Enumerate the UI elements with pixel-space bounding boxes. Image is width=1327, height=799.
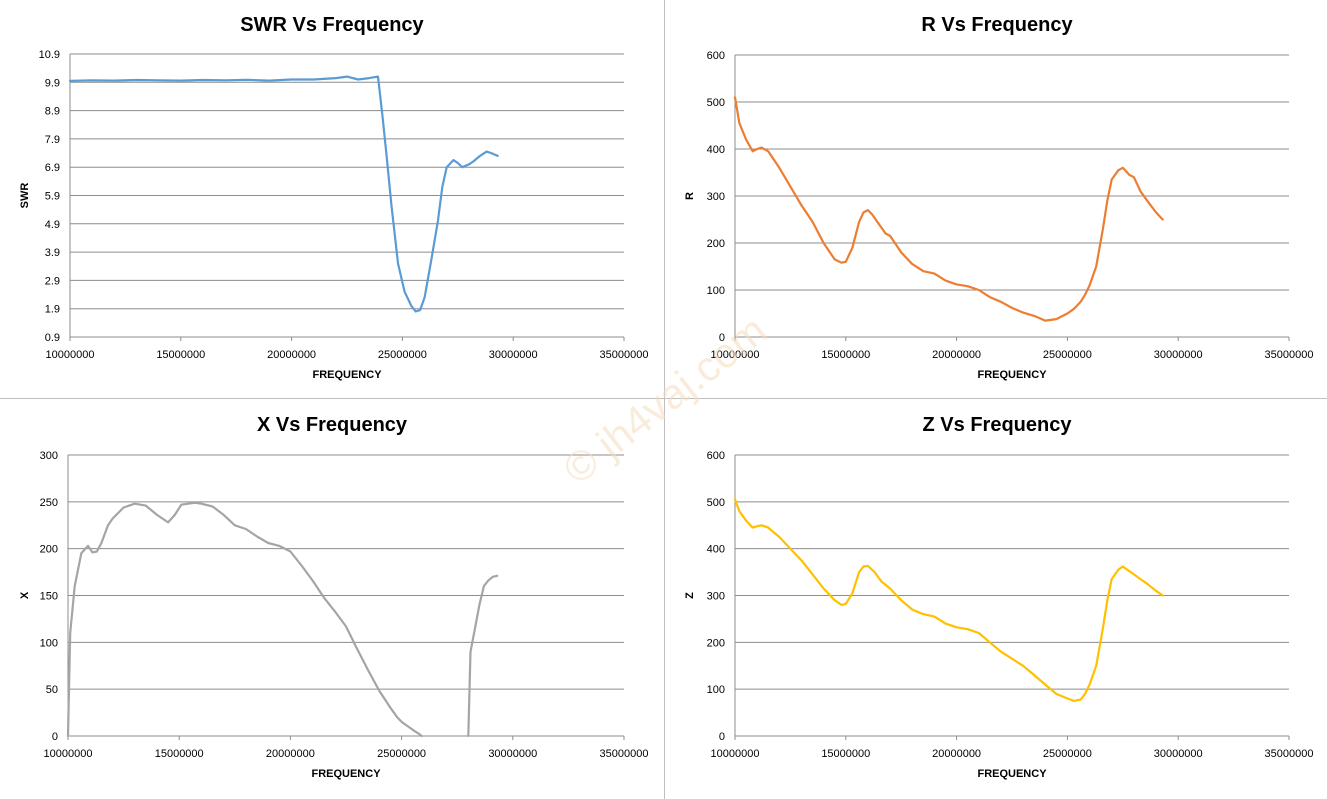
x-chart-y-tick-label: 150 [40,591,58,603]
r-chart-x-tick-label: 10000000 [711,349,760,361]
swr-chart-y-tick-label: 9.9 [45,77,60,89]
r-chart-x-axis-label: FREQUENCY [977,369,1047,381]
x-chart-series-line-2 [467,574,499,738]
swr-chart-y-tick-label: 0.9 [45,332,60,344]
x-chart: X Vs Frequency 0 50 100 150 200 250 300 10000000… [19,414,649,780]
swr-chart-y-tick-label: 1.9 [45,304,60,316]
z-chart-y-tick-label: 500 [707,497,725,509]
r-chart-x-tick-label: 30000000 [1154,349,1203,361]
r-chart-y-tick-label: 200 [707,238,725,250]
swr-chart-x-tick-label: 25000000 [378,349,427,361]
r-chart-y-axis-label: R [684,192,696,200]
x-chart-title: X Vs Frequency [257,414,408,436]
x-chart-y-tick-label: 0 [52,731,58,743]
z-chart-x-tick-label: 10000000 [711,748,760,760]
x-chart-y-tick-label: 200 [40,544,58,556]
swr-chart-panel: SWR Vs Frequency 0.9 1.9 2.9 3.9 4.9 5.9 6.9 7.9… [0,0,663,399]
swr-chart-y-axis-label: SWR [19,183,31,209]
z-chart-series-line-1 [733,498,1164,702]
swr-chart-y-tick-label: 2.9 [45,275,60,287]
swr-chart-y-tick-label: 4.9 [45,219,60,231]
r-chart: R Vs Frequency 0 100 200 300 400 500 600 1000000… [684,14,1314,381]
swr-chart-y-tick-label: 7.9 [45,134,60,146]
r-chart-title: R Vs Frequency [921,14,1073,36]
x-chart-y-tick-label: 300 [40,450,58,462]
x-chart-x-tick-label: 10000000 [44,748,93,760]
r-chart-panel: R Vs Frequency 0 100 200 300 400 500 600 1000000… [665,0,1327,399]
z-chart-y-tick-label: 200 [707,637,725,649]
swr-chart-y-tick-label: 10.9 [39,49,60,61]
x-chart-x-tick-label: 35000000 [600,748,649,760]
x-chart-x-axis-label: FREQUENCY [311,768,381,780]
z-chart-x-tick-label: 25000000 [1043,748,1092,760]
z-chart-x-tick-label: 15000000 [821,748,870,760]
r-chart-y-tick-label: 100 [707,285,725,297]
r-chart-x-tick-label: 25000000 [1043,349,1092,361]
z-chart-panel: Z Vs Frequency 0 100 200 300 400 500 600 1000000… [665,399,1327,798]
z-chart-x-axis-label: FREQUENCY [977,768,1047,780]
r-chart-x-tick-label: 15000000 [821,349,870,361]
x-chart-x-tick-label: 25000000 [377,748,426,760]
x-chart-y-tick-label: 250 [40,497,58,509]
swr-chart-x-tick-label: 15000000 [156,349,205,361]
z-chart-x-tick-label: 35000000 [1265,748,1314,760]
r-chart-y-tick-label: 0 [719,332,725,344]
x-chart-x-tick-label: 30000000 [488,748,537,760]
horizontal-divider [0,398,1327,399]
r-chart-y-tick-label: 600 [707,50,725,62]
x-chart-y-tick-label: 100 [40,637,58,649]
swr-chart-y-tick-label: 3.9 [45,247,60,259]
r-chart-x-tick-label: 35000000 [1265,349,1314,361]
z-chart-x-tick-label: 30000000 [1154,748,1203,760]
z-chart-y-tick-label: 600 [707,450,725,462]
swr-chart-x-tick-label: 30000000 [489,349,538,361]
swr-chart-title: SWR Vs Frequency [240,14,424,36]
swr-chart-x-tick-label: 35000000 [600,349,649,361]
x-chart-x-tick-label: 20000000 [266,748,315,760]
x-chart-y-axis-label: X [19,591,31,599]
r-chart-y-tick-label: 500 [707,97,725,109]
x-chart-series-line-1 [66,501,423,738]
r-chart-x-tick-label: 20000000 [932,349,981,361]
x-chart-panel: X Vs Frequency 0 50 100 150 200 250 300 10000000… [0,399,663,798]
swr-chart-y-tick-label: 6.9 [45,162,60,174]
swr-chart-x-tick-label: 10000000 [46,349,95,361]
r-chart-series-line-1 [733,96,1164,322]
z-chart-y-tick-label: 100 [707,684,725,696]
r-chart-y-tick-label: 400 [707,144,725,156]
z-chart-y-tick-label: 400 [707,544,725,556]
swr-chart-y-tick-label: 8.9 [45,106,60,118]
x-chart-x-tick-label: 15000000 [155,748,204,760]
r-chart-y-tick-label: 300 [707,191,725,203]
swr-chart-x-axis-label: FREQUENCY [312,369,382,381]
vertical-divider [664,0,665,799]
swr-chart-series-line-1 [68,75,499,313]
z-chart-x-tick-label: 20000000 [932,748,981,760]
swr-chart-x-tick-label: 20000000 [267,349,316,361]
swr-chart: SWR Vs Frequency 0.9 1.9 2.9 3.9 4.9 5.9 6.9 7.9… [19,14,649,381]
z-chart-title: Z Vs Frequency [923,414,1073,436]
z-chart-y-tick-label: 300 [707,591,725,603]
z-chart-y-axis-label: Z [684,592,696,599]
z-chart-y-tick-label: 0 [719,731,725,743]
x-chart-y-tick-label: 50 [46,684,58,696]
z-chart: Z Vs Frequency 0 100 200 300 400 500 600 1000000… [684,414,1314,780]
swr-chart-y-tick-label: 5.9 [45,191,60,203]
